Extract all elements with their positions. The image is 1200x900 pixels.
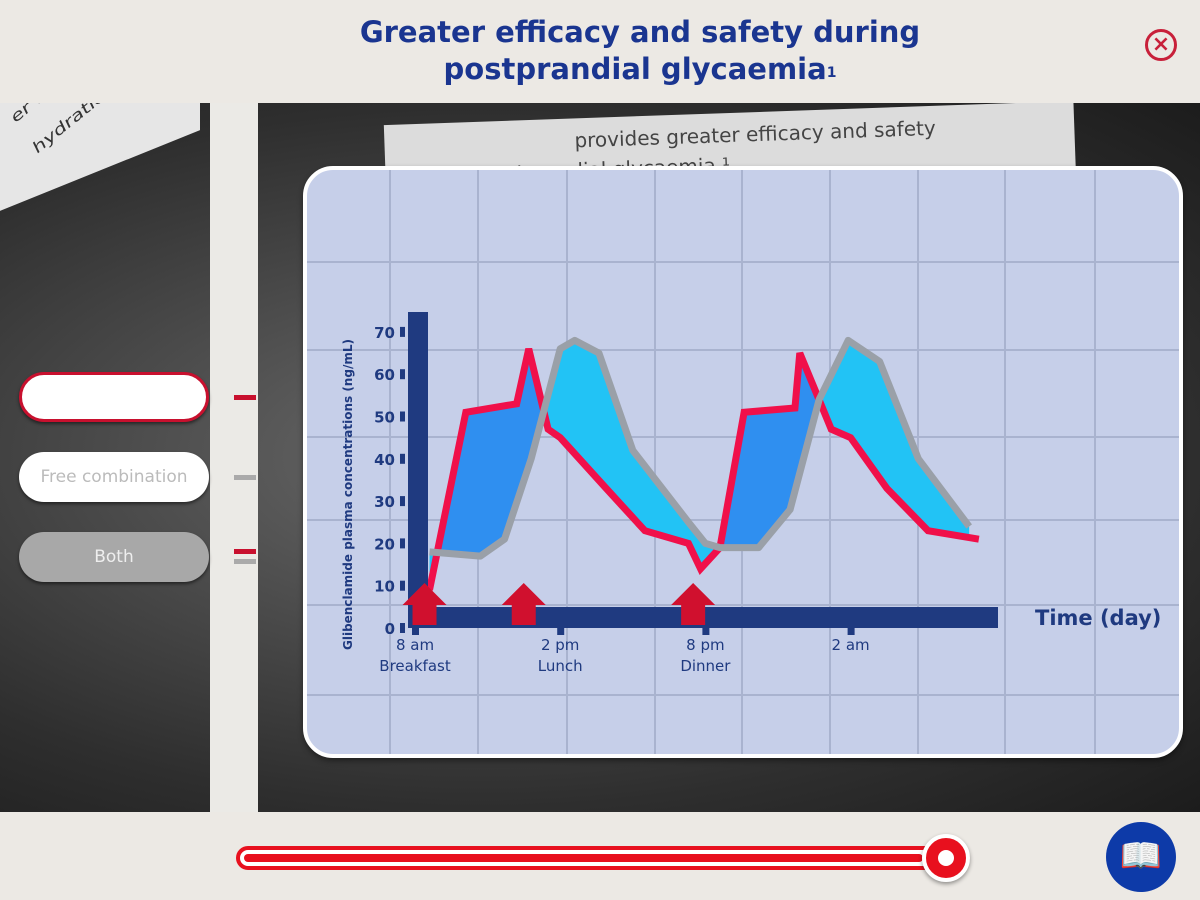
y-tick-label: 10 (374, 578, 395, 596)
y-tick (400, 623, 405, 633)
y-tick-label: 40 (374, 451, 395, 469)
indicator-tick (234, 475, 256, 480)
x-tick (847, 628, 855, 635)
indicator-tick (234, 549, 256, 554)
option-both[interactable]: Both (19, 532, 209, 582)
x-tick (702, 628, 710, 635)
y-tick-label: 30 (374, 493, 395, 511)
x-tick-label: 2 pm (541, 636, 579, 654)
y-tick-label: 70 (374, 324, 395, 342)
indicator-tick (234, 395, 256, 400)
x-tick (412, 628, 419, 635)
option-free-combination[interactable]: Free combination (19, 452, 209, 502)
chart-card: 0 10 20 30 40 50 60 70 8 am Breakfast 2 pm Lunch 8 p… (303, 166, 1183, 758)
y-tick-label: 60 (374, 366, 395, 384)
x-tick-label: 8 pm (686, 636, 724, 654)
x-tick-sublabel: Breakfast (379, 657, 451, 675)
y-tick (400, 411, 405, 422)
indicator-tick (234, 559, 256, 564)
x-axis-label: Time (day) (1035, 606, 1161, 630)
timeline-slider[interactable] (236, 846, 970, 870)
slider-fill (244, 854, 923, 862)
x-tick-sublabel: Dinner (680, 657, 731, 675)
series-gray-line (429, 336, 972, 560)
meal-arrow (402, 583, 447, 625)
book-icon[interactable]: 📖 (1106, 822, 1176, 892)
y-tick (400, 453, 405, 464)
x-tick (557, 628, 565, 635)
background-paper: hydration in ter time. (0, 103, 200, 223)
y-tick-label: 0 (385, 620, 395, 638)
close-icon[interactable]: × (1145, 29, 1177, 61)
y-tick (400, 580, 405, 591)
y-axis (408, 312, 428, 628)
meal-arrow (501, 583, 546, 625)
option-button-1[interactable] (19, 372, 209, 422)
y-axis-label: Glibenclamide plasma concentrations (ng/… (341, 339, 355, 650)
slider-thumb[interactable] (922, 834, 970, 882)
x-tick-label: 2 am (832, 636, 870, 654)
chart: 0 10 20 30 40 50 60 70 8 am Breakfast 2 pm Lunch 8 p… (307, 170, 1179, 754)
y-tick (400, 496, 405, 507)
background-strip (210, 103, 258, 812)
header-bar: Greater efficacy and safety during postpr… (0, 0, 1200, 103)
y-tick-label: 20 (374, 535, 395, 553)
y-tick (400, 369, 405, 380)
x-tick-label: 8 am (396, 636, 434, 654)
page-title: Greater efficacy and safety during postpr… (359, 15, 921, 86)
y-tick-label: 50 (374, 409, 395, 427)
series-red-line (426, 348, 980, 591)
y-tick (400, 326, 405, 337)
y-tick (400, 538, 405, 549)
x-tick-sublabel: Lunch (538, 657, 583, 675)
meal-arrow (671, 583, 716, 625)
